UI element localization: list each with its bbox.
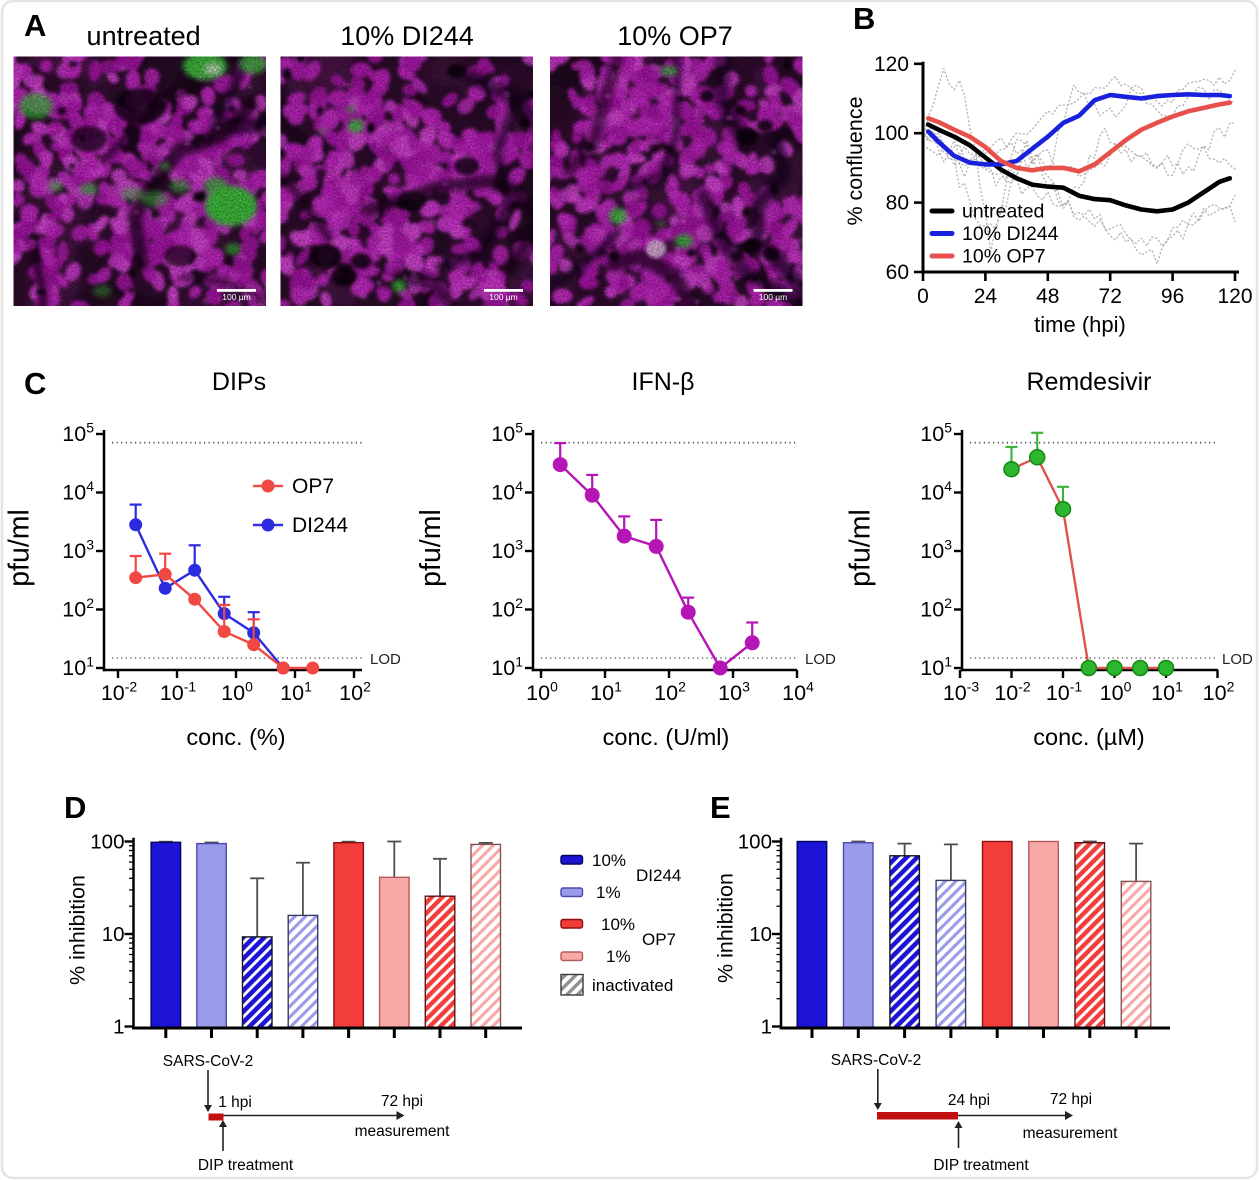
svg-text:A: A (24, 8, 46, 43)
svg-text:1%: 1% (606, 947, 631, 966)
svg-text:10%: 10% (601, 915, 635, 934)
svg-text:B: B (853, 1, 875, 36)
svg-text:10: 10 (749, 923, 772, 946)
svg-text:% confluence: % confluence (843, 96, 867, 225)
svg-text:10: 10 (102, 923, 125, 946)
svg-text:100 µm: 100 µm (222, 292, 251, 302)
svg-text:60: 60 (886, 261, 909, 284)
svg-text:100: 100 (738, 831, 772, 854)
svg-text:1: 1 (761, 1016, 772, 1039)
svg-text:72 hpi: 72 hpi (1050, 1091, 1092, 1108)
svg-text:72: 72 (1099, 285, 1122, 308)
svg-text:untreated: untreated (87, 21, 201, 51)
svg-text:OP7: OP7 (292, 475, 334, 498)
svg-text:48: 48 (1036, 285, 1059, 308)
svg-text:10% DI244: 10% DI244 (962, 223, 1059, 245)
svg-text:C: C (24, 366, 46, 401)
svg-text:untreated: untreated (962, 201, 1044, 223)
svg-text:120: 120 (1217, 285, 1252, 308)
svg-text:1 hpi: 1 hpi (218, 1094, 252, 1111)
svg-text:conc. (%): conc. (%) (186, 724, 285, 750)
svg-text:SARS-CoV-2: SARS-CoV-2 (163, 1053, 253, 1070)
svg-text:E: E (710, 790, 731, 825)
svg-text:80: 80 (886, 192, 909, 215)
svg-text:LOD: LOD (1222, 651, 1253, 668)
svg-text:100 µm: 100 µm (489, 292, 518, 302)
svg-text:DI244: DI244 (636, 866, 681, 885)
svg-text:120: 120 (874, 53, 909, 76)
svg-text:100: 100 (874, 122, 909, 145)
svg-text:pfu/ml: pfu/ml (3, 509, 35, 587)
svg-text:72 hpi: 72 hpi (381, 1093, 423, 1110)
svg-text:100: 100 (90, 831, 124, 854)
svg-text:time (hpi): time (hpi) (1034, 312, 1126, 337)
svg-text:pfu/ml: pfu/ml (415, 509, 447, 587)
svg-text:10% OP7: 10% OP7 (962, 246, 1045, 268)
svg-text:LOD: LOD (370, 651, 401, 668)
svg-text:IFN-β: IFN-β (632, 368, 695, 396)
svg-text:96: 96 (1161, 285, 1184, 308)
svg-text:1%: 1% (596, 883, 621, 902)
svg-text:24: 24 (974, 285, 998, 308)
svg-text:conc. (U/ml): conc. (U/ml) (603, 724, 730, 750)
svg-text:0: 0 (917, 285, 929, 308)
svg-text:DIP treatment: DIP treatment (198, 1157, 294, 1174)
svg-text:inactivated: inactivated (592, 976, 673, 995)
svg-text:conc. (µM): conc. (µM) (1033, 724, 1144, 750)
svg-text:measurement: measurement (355, 1123, 450, 1140)
svg-text:SARS-CoV-2: SARS-CoV-2 (831, 1052, 921, 1069)
svg-text:measurement: measurement (1023, 1125, 1118, 1142)
svg-text:10% DI244: 10% DI244 (340, 21, 474, 51)
svg-text:DIP treatment: DIP treatment (933, 1157, 1029, 1174)
svg-text:Remdesivir: Remdesivir (1026, 368, 1151, 396)
svg-text:DI244: DI244 (292, 514, 348, 537)
svg-text:100 µm: 100 µm (759, 292, 788, 302)
svg-text:24 hpi: 24 hpi (948, 1092, 990, 1109)
svg-text:DIPs: DIPs (212, 368, 266, 396)
svg-text:10%: 10% (592, 851, 626, 870)
svg-text:OP7: OP7 (642, 930, 676, 949)
svg-text:% inhibition: % inhibition (66, 875, 90, 985)
svg-text:% inhibition: % inhibition (713, 873, 737, 983)
svg-text:1: 1 (113, 1016, 124, 1039)
svg-text:LOD: LOD (805, 651, 836, 668)
svg-text:10-2: 10-2 (994, 679, 1031, 706)
svg-text:D: D (64, 790, 86, 825)
svg-text:pfu/ml: pfu/ml (845, 509, 877, 587)
svg-text:10% OP7: 10% OP7 (617, 21, 733, 51)
svg-text:10-3: 10-3 (943, 679, 980, 706)
